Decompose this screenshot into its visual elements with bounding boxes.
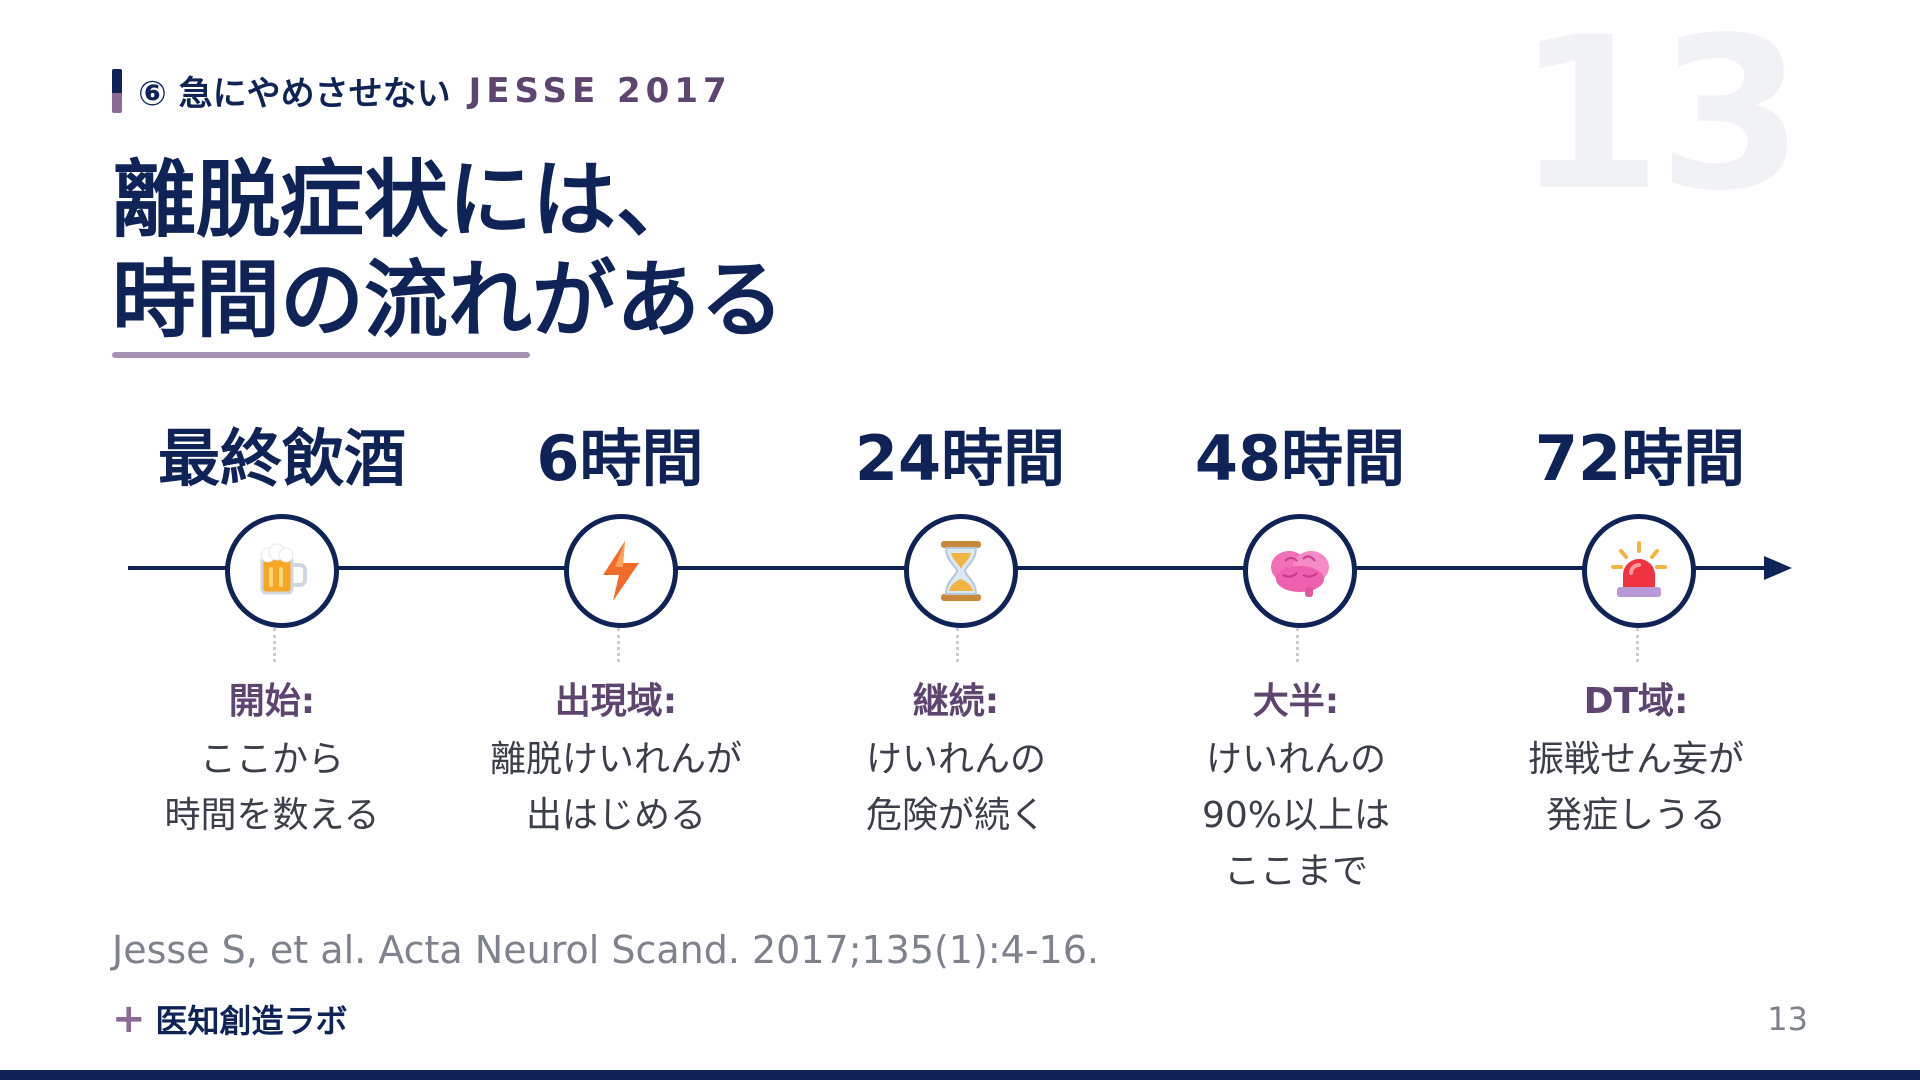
timeline-label: 開始: xyxy=(228,681,316,722)
page-number: 13 xyxy=(1767,1000,1808,1038)
timeline-description: けいれんの 90%以上は ここまで xyxy=(1136,732,1456,900)
description-line: 発症しうる xyxy=(1545,795,1726,836)
timeline-description: 離脱けいれんが 出はじめる xyxy=(456,732,776,844)
timeline-connector xyxy=(273,628,276,662)
timeline-time: 24時間 xyxy=(854,422,1066,495)
beer-mug-icon xyxy=(260,543,307,595)
timeline-label: DT域: xyxy=(1583,681,1689,722)
timeline-description: ここから 時間を数える xyxy=(112,732,432,844)
description-line: けいれんの xyxy=(865,739,1046,780)
timeline-connector xyxy=(956,628,959,662)
timeline-time: 72時間 xyxy=(1534,422,1746,495)
title-line-2: 時間の流れがある xyxy=(112,251,785,349)
title-underline xyxy=(112,352,530,358)
description-line: 振戦せん妄が xyxy=(1527,739,1744,780)
ghost-page-number: 13 xyxy=(1515,0,1804,237)
brain-icon xyxy=(1271,551,1329,597)
description-line: 90%以上は xyxy=(1201,795,1391,836)
timeline-node xyxy=(1582,514,1696,628)
description-line: ここから xyxy=(199,739,344,780)
section-marker xyxy=(112,68,122,113)
timeline-node xyxy=(904,514,1018,628)
timeline-node xyxy=(564,514,678,628)
bottom-bar xyxy=(0,1070,1920,1080)
section-citation: JESSE 2017 xyxy=(468,70,732,111)
lightning-icon xyxy=(603,541,639,601)
description-line: 出はじめる xyxy=(525,795,706,836)
timeline-time: 最終飲酒 xyxy=(157,422,406,495)
hourglass-icon xyxy=(941,541,981,601)
brand-footer: + 医知創造ラボ xyxy=(112,996,348,1042)
timeline-description: 振戦せん妄が 発症しうる xyxy=(1476,732,1796,844)
timeline-label: 出現域: xyxy=(554,681,678,722)
description-line: 危険が続く xyxy=(865,795,1046,836)
page-title: 離脱症状には、 時間の流れがある xyxy=(112,150,784,350)
timeline-connector xyxy=(1636,628,1639,662)
description-line: けいれんの xyxy=(1205,739,1386,780)
timeline-label: 継続: xyxy=(912,681,1000,722)
timeline-node xyxy=(225,514,339,628)
siren-icon xyxy=(1611,541,1667,597)
brand-name: 医知創造ラボ xyxy=(155,1002,348,1040)
section-label: ⑥ 急にやめさせない JESSE 2017 xyxy=(112,66,732,115)
timeline-time: 6時間 xyxy=(536,422,704,495)
description-line: ここまで xyxy=(1223,851,1368,892)
plus-icon: + xyxy=(112,996,146,1042)
description-line: 時間を数える xyxy=(164,795,380,836)
description-line: 離脱けいれんが xyxy=(489,739,742,780)
section-text: ⑥ 急にやめさせない xyxy=(138,74,451,114)
timeline-arrow-icon xyxy=(1764,556,1792,580)
timeline-label: 大半: xyxy=(1252,681,1340,722)
timeline-connector xyxy=(617,628,620,662)
timeline-connector xyxy=(1296,628,1299,662)
timeline-description: けいれんの 危険が続く xyxy=(796,732,1116,844)
timeline-node xyxy=(1243,514,1357,628)
title-line-1: 離脱症状には、 xyxy=(112,151,701,249)
reference-citation: Jesse S, et al. Acta Neurol Scand. 2017;… xyxy=(112,928,1099,972)
timeline-time: 48時間 xyxy=(1194,422,1406,495)
